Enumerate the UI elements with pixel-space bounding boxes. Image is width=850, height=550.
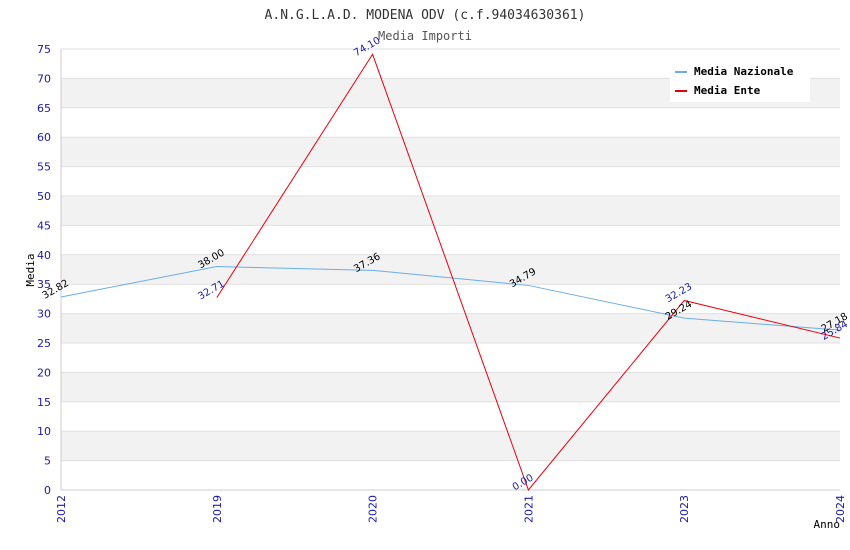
grid-lines xyxy=(61,48,840,491)
y-tick-label: 15 xyxy=(37,396,51,409)
y-tick-label: 35 xyxy=(37,278,51,291)
grid-band xyxy=(61,313,840,343)
x-axis-label: Anno xyxy=(814,518,841,531)
y-tick-label: 10 xyxy=(37,425,51,438)
y-axis-label: Media xyxy=(24,253,37,286)
grid-band xyxy=(61,254,840,285)
x-tick-labels: 2012 2019 2020 2021 2023 2024 xyxy=(55,495,847,523)
legend-label-ente: Media Ente xyxy=(694,84,761,97)
y-tick-label: 30 xyxy=(37,308,51,321)
series-lines xyxy=(60,53,841,491)
grid-band xyxy=(61,137,840,167)
x-tick-label: 2024 xyxy=(834,495,847,523)
y-tick-label: 50 xyxy=(37,190,51,203)
x-tick-label: 2012 xyxy=(55,495,68,523)
y-tick-label: 45 xyxy=(37,219,51,232)
grid-band xyxy=(61,196,840,226)
y-tick-label: 70 xyxy=(37,72,51,85)
y-tick-labels: 0 5 10 15 20 25 30 35 40 45 50 55 60 65 70 75 xyxy=(37,43,51,497)
chart-subtitle: Media Importi xyxy=(378,29,472,43)
x-tick-label: 2021 xyxy=(522,495,535,523)
series-line-ente xyxy=(216,53,841,491)
x-tick-label: 2023 xyxy=(678,495,691,523)
y-tick-label: 5 xyxy=(44,455,51,468)
y-tick-label: 40 xyxy=(37,249,51,262)
x-tick-label: 2020 xyxy=(367,495,380,523)
grid-bands xyxy=(61,78,840,461)
grid-band xyxy=(61,372,840,402)
y-tick-label: 65 xyxy=(37,102,51,115)
y-tick-label: 25 xyxy=(37,337,51,350)
chart-title: A.N.G.L.A.D. MODENA ODV (c.f.94034630361… xyxy=(265,8,586,23)
legend-box xyxy=(670,60,810,102)
y-tick-label: 75 xyxy=(37,43,51,56)
x-tick-label: 2019 xyxy=(211,495,224,523)
y-tick-label: 20 xyxy=(37,366,51,379)
y-tick-label: 55 xyxy=(37,161,51,174)
y-tick-label: 0 xyxy=(44,484,51,497)
grid-band xyxy=(61,431,840,461)
series-line-nazionale xyxy=(60,266,841,331)
legend-label-nazionale: Media Nazionale xyxy=(694,65,794,78)
y-tick-label: 60 xyxy=(37,131,51,144)
legend: Media Nazionale Media Ente xyxy=(670,60,810,102)
